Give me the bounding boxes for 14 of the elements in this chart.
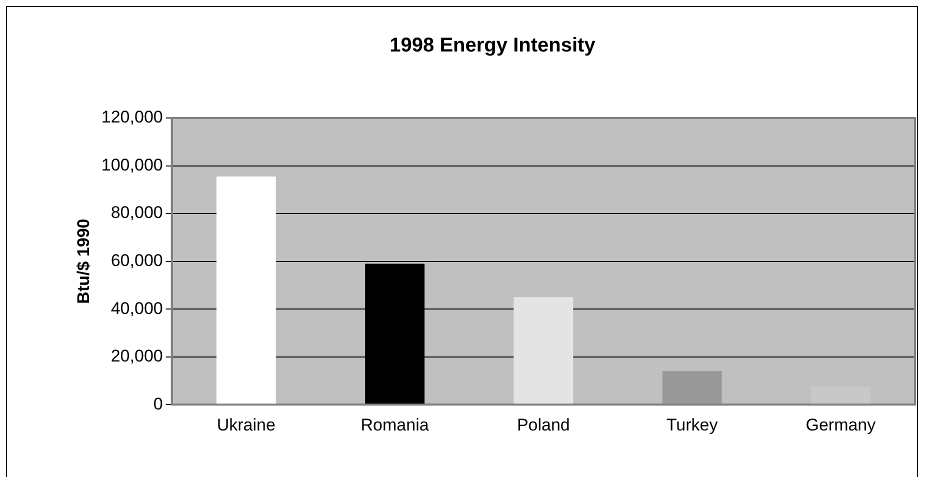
y-tick-label: 40,000 <box>110 298 163 318</box>
x-tick-label: Romania <box>360 415 430 434</box>
y-tick-label: 60,000 <box>110 250 163 270</box>
y-tick-label: 80,000 <box>110 203 163 222</box>
chart-title: 1998 Energy Intensity <box>390 34 596 57</box>
x-tick-label: Ukraine <box>216 415 276 434</box>
y-tick-label: 100,000 <box>101 155 163 174</box>
y-tick-label: 120,000 <box>101 108 163 127</box>
x-tick-label: Turkey <box>666 415 718 434</box>
y-tick-label: 20,000 <box>110 346 163 366</box>
y-axis-title: Btu/$ 1990 <box>74 218 93 304</box>
x-tick-label: Poland <box>516 415 570 434</box>
x-tick-label: Germany <box>806 415 876 434</box>
y-tick-label: 0 <box>153 394 163 414</box>
